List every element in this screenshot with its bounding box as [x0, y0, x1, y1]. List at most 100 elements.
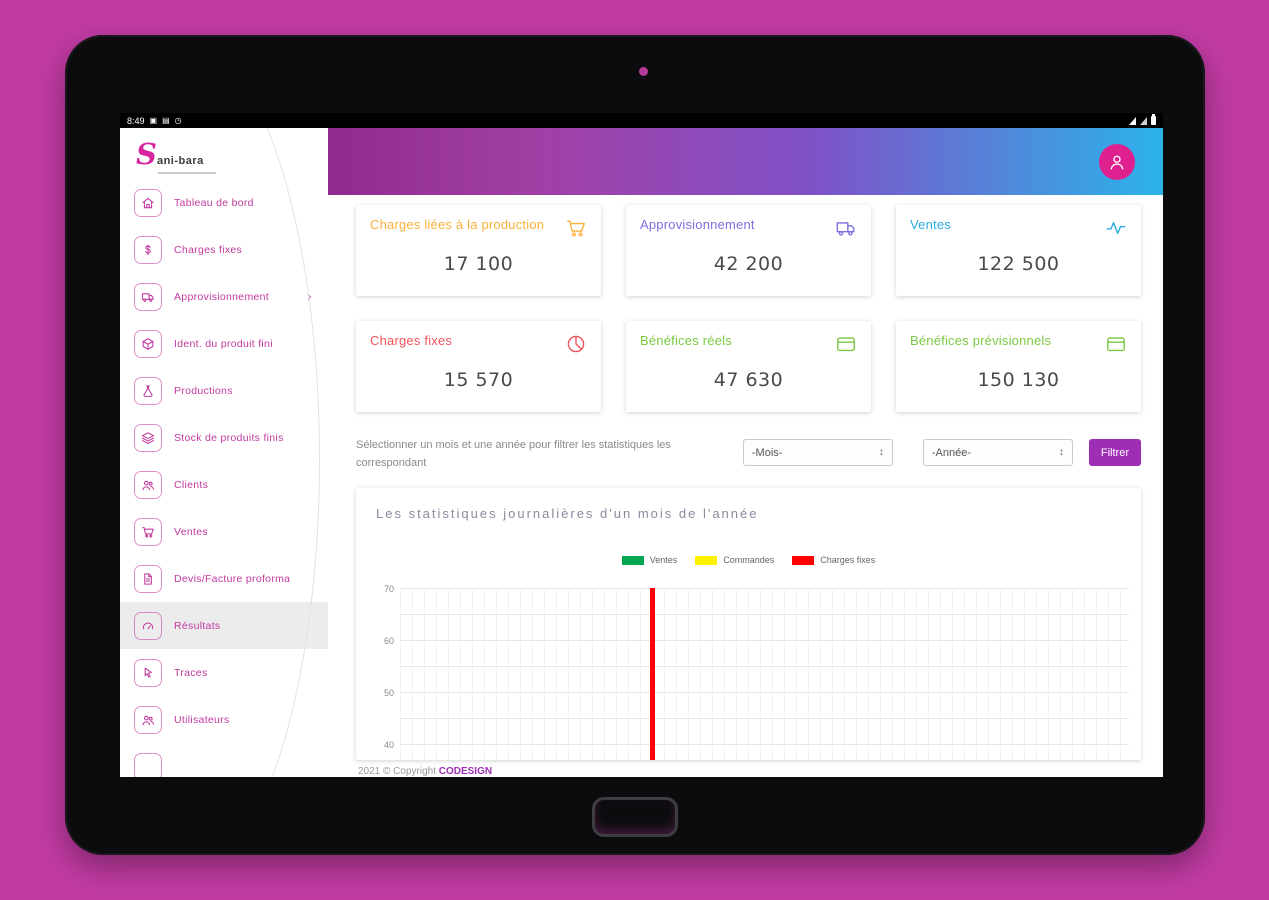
- sidebar-item-label: Charges fixes: [174, 243, 243, 256]
- layers-icon: [134, 423, 162, 452]
- year-select[interactable]: -Année- ↕: [922, 439, 1073, 466]
- sidebar-item-label: Productions: [174, 384, 233, 397]
- stat-cards-grid: Charges liées à la production 17 100 App…: [356, 205, 1141, 412]
- chart-card: Les statistiques journalières d'un mois …: [356, 488, 1141, 761]
- pie-icon: [565, 333, 587, 360]
- month-select-value: -Mois-: [751, 446, 783, 459]
- app-logo: Sani-bara: [120, 128, 328, 175]
- stat-card-benefices-previsionnels: Bénéfices prévisionnels 150 130: [896, 321, 1141, 412]
- month-select[interactable]: -Mois- ↕: [742, 439, 893, 466]
- legend-label: Commandes: [723, 555, 775, 566]
- card-icon: [835, 333, 857, 360]
- pointer-icon: [134, 658, 162, 687]
- card-value: 150 130: [977, 369, 1060, 391]
- sidebar-item-utilisateurs[interactable]: Utilisateurs: [120, 696, 328, 743]
- chart-title: Les statistiques journalières d'un mois …: [376, 506, 759, 522]
- battery-icon: [1151, 114, 1156, 125]
- chart-legend: Ventes Commandes Charges fixes: [356, 555, 1141, 565]
- sidebar-item-label: Ident. du produit fini: [174, 337, 273, 350]
- home-icon: [134, 188, 162, 217]
- stat-card-approvisionnement: Approvisionnement 42 200: [626, 205, 871, 296]
- truck-icon: [134, 282, 162, 311]
- sidebar-menu: Tableau de bord Charges fixes Approvisio…: [120, 175, 328, 777]
- dollar-icon: [134, 235, 162, 264]
- stat-card-ventes: Ventes 122 500: [896, 205, 1141, 296]
- card-value: 42 200: [713, 253, 784, 275]
- sidebar-item-partial[interactable]: [120, 743, 328, 777]
- y-axis-tick: 70: [383, 584, 394, 595]
- sidebar-item-label: Utilisateurs: [174, 713, 230, 726]
- front-camera-dot: [639, 67, 648, 76]
- sidebar: Sani-bara Tableau de bord Charges fixes: [120, 128, 328, 777]
- pulse-icon: [1105, 217, 1127, 244]
- sidebar-item-devis-facture[interactable]: Devis/Facture proforma: [120, 555, 328, 602]
- cube-icon: [134, 329, 162, 358]
- chevron-right-icon: [304, 292, 314, 302]
- sidebar-item-label: Ventes: [174, 525, 208, 538]
- stat-card-charges-fixes: Charges fixes 15 570: [356, 321, 601, 412]
- gauge-icon: [134, 611, 162, 640]
- card-value: 15 570: [443, 369, 514, 391]
- card-title: Charges liées à la production: [370, 217, 545, 232]
- sidebar-item-label: Stock de produits finis: [174, 431, 284, 444]
- legend-item-charges-fixes: Charges fixes: [792, 555, 875, 565]
- truck-icon: [835, 217, 857, 244]
- sidebar-item-charges-fixes[interactable]: Charges fixes: [120, 226, 328, 273]
- select-arrows-icon: ↕: [878, 447, 884, 458]
- legend-item-commandes: Commandes: [695, 555, 774, 565]
- card-title: Charges fixes: [370, 333, 453, 348]
- card-value: 47 630: [713, 369, 784, 391]
- select-arrows-icon: ↕: [1058, 447, 1064, 458]
- users-icon: [134, 705, 162, 734]
- filter-row: Sélectionner un mois et une année pour f…: [356, 437, 1141, 472]
- sidebar-item-label: Tableau de bord: [174, 196, 254, 209]
- logo-text: ani-bara: [156, 155, 204, 167]
- sidebar-item-label: Clients: [174, 478, 209, 491]
- sidebar-item-ventes[interactable]: Ventes: [120, 508, 328, 555]
- users-icon: [134, 470, 162, 499]
- sidebar-item-label: Résultats: [174, 619, 221, 632]
- profile-avatar-button[interactable]: [1099, 143, 1135, 180]
- sidebar-item-label: Devis/Facture proforma: [174, 572, 291, 585]
- sidebar-item-label: Approvisionnement: [174, 290, 269, 303]
- sidebar-item-traces[interactable]: Traces: [120, 649, 328, 696]
- sidebar-item-stock-produits-finis[interactable]: Stock de produits finis: [120, 414, 328, 461]
- flask-icon: [134, 376, 162, 405]
- home-button[interactable]: [592, 797, 678, 837]
- status-bar: 8:49 ▣ ▤ ◷: [120, 113, 1163, 128]
- screenshot-icon: ▣: [149, 115, 158, 125]
- sidebar-item-ident-produit-fini[interactable]: Ident. du produit fini: [120, 320, 328, 367]
- stat-card-benefices-reels: Bénéfices réels 47 630: [626, 321, 871, 412]
- y-axis-tick: 50: [383, 688, 394, 699]
- app-root: Sani-bara Tableau de bord Charges fixes: [120, 128, 1163, 777]
- cart-icon: [565, 217, 587, 244]
- clock-icon: ◷: [174, 115, 182, 125]
- stat-card-charges-production: Charges liées à la production 17 100: [356, 205, 601, 296]
- card-title: Approvisionnement: [640, 217, 755, 232]
- sidebar-item-resultats[interactable]: Résultats: [120, 602, 328, 649]
- sdcard-icon: ▤: [162, 115, 170, 125]
- signal-icon: [1140, 117, 1147, 125]
- sidebar-item-approvisionnement[interactable]: Approvisionnement: [120, 273, 328, 320]
- unknown-icon: [134, 752, 162, 777]
- device-screen: 8:49 ▣ ▤ ◷ Sani-bara: [120, 113, 1163, 777]
- sidebar-item-clients[interactable]: Clients: [120, 461, 328, 508]
- card-title: Bénéfices prévisionnels: [910, 333, 1052, 348]
- card-value: 17 100: [443, 253, 514, 275]
- status-time: 8:49: [127, 115, 145, 126]
- legend-swatch-yellow: [695, 555, 718, 565]
- legend-item-ventes: Ventes: [621, 555, 677, 565]
- invoice-icon: [134, 564, 162, 593]
- filter-description: Sélectionner un mois et une année pour f…: [356, 437, 701, 472]
- filter-button[interactable]: Filtrer: [1088, 439, 1141, 466]
- app-header: [328, 128, 1163, 195]
- sidebar-item-tableau-de-bord[interactable]: Tableau de bord: [120, 179, 328, 226]
- sidebar-item-productions[interactable]: Productions: [120, 367, 328, 414]
- charges-fixes-bar: [650, 588, 655, 761]
- logo-tagline: [158, 172, 216, 174]
- logo-initial: S: [136, 137, 157, 171]
- card-title: Bénéfices réels: [640, 333, 732, 348]
- tablet-frame: 8:49 ▣ ▤ ◷ Sani-bara: [65, 35, 1205, 855]
- footer-link-codesign[interactable]: CODESIGN: [438, 766, 493, 777]
- wifi-icon: [1129, 117, 1136, 125]
